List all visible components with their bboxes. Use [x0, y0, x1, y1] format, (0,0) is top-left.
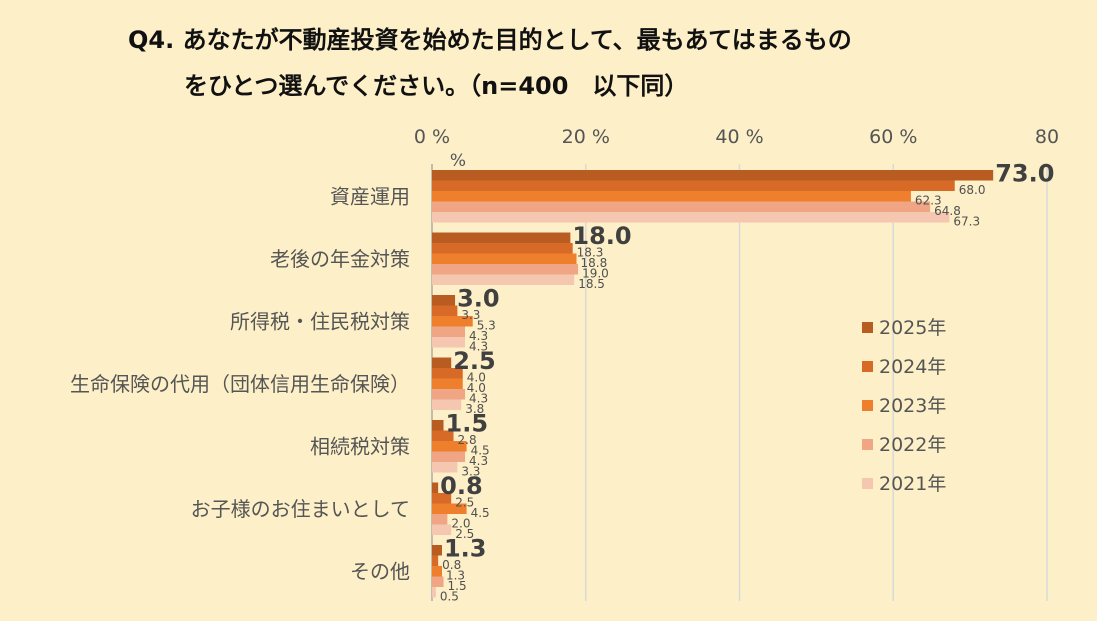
data-label: 1.5	[448, 579, 467, 593]
bar	[432, 191, 911, 202]
data-label: 18.3	[577, 246, 604, 260]
data-label: 68.0	[959, 183, 986, 197]
bar	[432, 482, 439, 493]
category-label: 資産運用	[330, 184, 410, 208]
category-label: 老後の年金対策	[270, 247, 410, 271]
x-tick-label: 60 %	[869, 126, 917, 148]
bar	[432, 399, 462, 410]
legend-label: 2025年	[879, 317, 946, 339]
data-label: 18.0	[572, 222, 631, 250]
bar	[432, 337, 466, 348]
data-label: 18.8	[581, 256, 608, 270]
data-label: 2.5	[455, 527, 474, 541]
bar	[432, 555, 439, 566]
bar	[432, 430, 454, 441]
category-label: 生命保険の代用（団体信用生命保険）	[70, 372, 410, 396]
data-label: 2.5	[453, 347, 496, 375]
x-tick-label: 0 %	[414, 126, 450, 148]
data-label: 3.3	[461, 465, 480, 479]
data-label: 0.8	[440, 472, 483, 500]
data-label: 3.3	[461, 308, 480, 322]
data-label: 2.5	[455, 496, 474, 510]
x-tick-label: 80	[1035, 126, 1059, 148]
data-label: 73.0	[995, 160, 1054, 188]
legend-swatch	[862, 439, 873, 450]
bar	[432, 305, 458, 316]
data-label: 1.5	[446, 410, 489, 438]
bar	[432, 514, 448, 525]
bar	[432, 462, 458, 473]
data-label: 0.8	[442, 558, 461, 572]
bar	[432, 368, 463, 379]
bar	[432, 264, 579, 275]
legend-label: 2023年	[879, 395, 946, 417]
data-label: 2.0	[451, 517, 470, 531]
legend-swatch	[862, 478, 873, 489]
data-label: 1.3	[446, 569, 465, 583]
legend-label: 2024年	[879, 356, 946, 378]
bar	[432, 378, 463, 389]
bar	[432, 201, 931, 212]
x-tick-unit-label: %	[450, 151, 466, 171]
bar	[432, 243, 573, 254]
data-label: 4.5	[471, 444, 490, 458]
data-label: 18.5	[578, 277, 605, 291]
bar	[432, 326, 466, 337]
data-label: 4.0	[467, 381, 486, 395]
category-label: 所得税・住民税対策	[230, 309, 410, 333]
legend-label: 2022年	[879, 434, 946, 456]
bar	[432, 316, 473, 327]
bar	[432, 524, 452, 535]
data-label: 3.8	[465, 402, 484, 416]
data-label: 62.3	[915, 194, 942, 208]
bar	[432, 493, 452, 504]
data-label: 2.8	[458, 433, 477, 447]
legend-swatch	[862, 361, 873, 372]
data-label: 1.3	[444, 535, 487, 563]
chart-title-line2: をひとつ選んでください。（n=400 以下同）	[184, 72, 689, 100]
x-tick-label: 20 %	[562, 126, 610, 148]
legend-swatch	[862, 400, 873, 411]
data-label: 4.3	[469, 340, 488, 354]
data-label: 4.5	[471, 506, 490, 520]
bar	[432, 357, 452, 368]
category-label: お子様のお住まいとして	[191, 497, 410, 521]
data-label: 64.8	[934, 204, 961, 218]
chart-title-line1: Q4. あなたが不動産投資を始めた目的として、最もあてはまるもの	[128, 26, 852, 54]
bar	[432, 503, 467, 514]
data-label: 5.3	[477, 319, 496, 333]
bar	[432, 180, 955, 191]
category-label: 相続税対策	[310, 434, 410, 458]
bar	[432, 170, 994, 181]
bar	[432, 274, 575, 285]
category-label: その他	[350, 559, 410, 583]
bar	[432, 587, 436, 598]
x-tick-label: 40 %	[715, 126, 763, 148]
bar	[432, 420, 444, 431]
bar	[432, 295, 456, 306]
bar	[432, 566, 442, 577]
legend-label: 2021年	[879, 473, 946, 495]
bar	[432, 441, 467, 452]
bar	[432, 389, 466, 400]
data-label: 4.3	[469, 454, 488, 468]
data-label: 4.3	[469, 329, 488, 343]
bar	[432, 451, 466, 462]
data-label: 67.3	[953, 215, 980, 229]
bar	[432, 232, 571, 243]
data-label: 0.5	[440, 590, 459, 604]
data-label: 4.3	[469, 392, 488, 406]
bar	[432, 576, 444, 587]
legend-swatch	[862, 322, 873, 333]
bar	[432, 253, 577, 264]
data-label: 4.0	[467, 371, 486, 385]
data-label: 19.0	[582, 267, 609, 281]
bar	[432, 212, 950, 223]
bar	[432, 545, 442, 556]
data-label: 3.0	[457, 285, 500, 313]
